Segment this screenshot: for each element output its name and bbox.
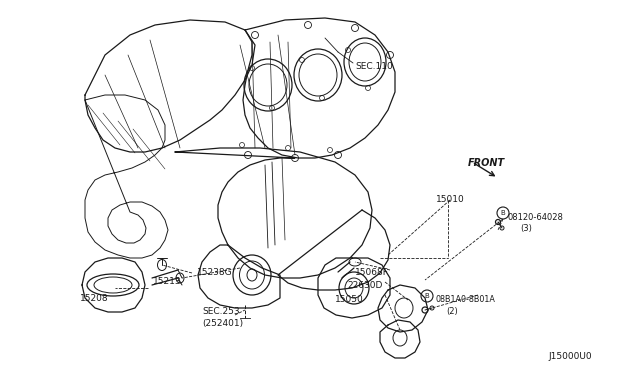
- Text: SEC.110: SEC.110: [355, 62, 393, 71]
- Text: 15213: 15213: [153, 277, 182, 286]
- Text: 15050: 15050: [335, 295, 364, 304]
- Text: (252401): (252401): [202, 319, 243, 328]
- Text: 08120-64028: 08120-64028: [508, 213, 564, 222]
- Text: (3): (3): [520, 224, 532, 233]
- Text: 22630D: 22630D: [347, 281, 382, 290]
- Text: SEC.253: SEC.253: [202, 307, 239, 316]
- Text: 08B1A0-8B01A: 08B1A0-8B01A: [436, 295, 496, 304]
- Text: J15000U0: J15000U0: [548, 352, 591, 361]
- Text: (2): (2): [446, 307, 458, 316]
- Text: 15010: 15010: [436, 195, 465, 204]
- Text: 15208: 15208: [80, 294, 109, 303]
- Text: B: B: [424, 293, 429, 299]
- Text: 15238G: 15238G: [197, 268, 232, 277]
- Text: B: B: [500, 210, 506, 216]
- Text: 15068F: 15068F: [355, 268, 389, 277]
- Text: FRONT: FRONT: [468, 158, 505, 168]
